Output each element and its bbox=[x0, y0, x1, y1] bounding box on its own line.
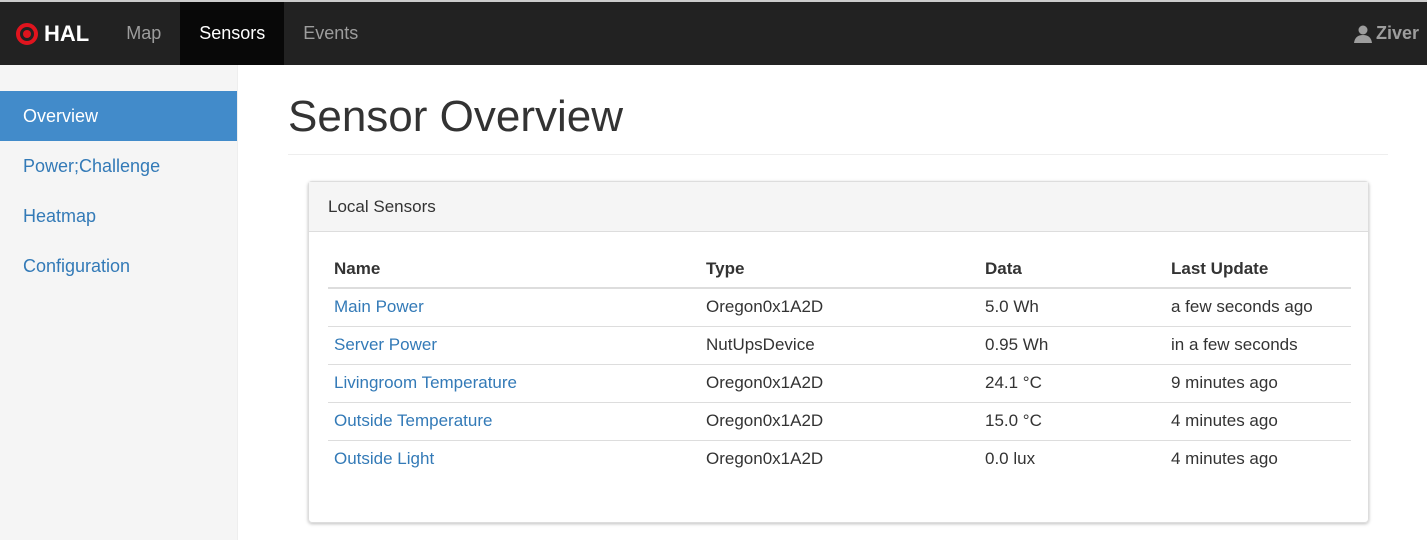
sidebar: Overview Power;Challenge Heatmap Configu… bbox=[0, 65, 238, 540]
sidebar-item-heatmap[interactable]: Heatmap bbox=[23, 205, 97, 226]
table-row: Server Power NutUpsDevice 0.95 Wh in a few … bbox=[328, 325, 1351, 364]
local-sensors-panel: Local Sensors Name Type Data Last Update… bbox=[308, 181, 1369, 523]
navbar: HAL Map Sensors Events Ziver bbox=[0, 2, 1427, 65]
col-name: Name bbox=[328, 250, 700, 289]
sensor-type: NutUpsDevice bbox=[700, 325, 979, 364]
sensor-type: Oregon0x1A2D bbox=[706, 297, 824, 317]
brand-name: HAL bbox=[44, 20, 90, 46]
sensor-type: Oregon0x1A2D bbox=[700, 363, 979, 402]
page-title: Sensor Overview bbox=[288, 92, 1388, 155]
user-name: Ziver bbox=[1375, 23, 1419, 43]
table-header: Name Type Data Last Update bbox=[328, 250, 1351, 289]
sensor-last-update: in a few seconds bbox=[1165, 325, 1351, 364]
table-row: Livingroom Temperature Oregon0x1A2D 24.1 °… bbox=[328, 363, 1351, 402]
sidebar-item-power-challenge[interactable]: Power;Challenge bbox=[23, 155, 161, 176]
col-last-update: Last Update bbox=[1165, 250, 1351, 289]
sensor-last-update: 4 minutes ago bbox=[1165, 439, 1351, 478]
table-row: Outside Light Oregon0x1A2D 0.0 lux 4 minute… bbox=[328, 439, 1351, 478]
sensor-link[interactable]: Outside Temperature bbox=[334, 411, 493, 430]
sensor-type: Oregon0x1A2D bbox=[700, 439, 979, 478]
user-icon bbox=[1353, 25, 1372, 43]
target-logo-icon bbox=[16, 22, 38, 45]
sensor-link[interactable]: Livingroom Temperature bbox=[334, 373, 517, 392]
nav-sensors[interactable]: Sensors bbox=[180, 2, 285, 65]
sensor-data: 5.0 Wh bbox=[985, 297, 1039, 317]
main-content: Sensor Overview Local Sensors Name Type … bbox=[288, 65, 1388, 523]
sensor-data: 0.0 lux bbox=[979, 439, 1165, 478]
col-data: Data bbox=[979, 250, 1165, 289]
sensor-link[interactable]: Server Power bbox=[334, 335, 437, 354]
sensor-last-update: 9 minutes ago bbox=[1165, 363, 1351, 402]
brand-link[interactable]: HAL bbox=[0, 2, 107, 65]
sensor-data: 15.0 °C bbox=[979, 401, 1165, 440]
sidebar-item-overview[interactable]: Overview bbox=[0, 91, 237, 141]
nav-events[interactable]: Events bbox=[303, 23, 359, 43]
sensor-table: Name Type Data Last Update Main Power Ore… bbox=[328, 250, 1351, 478]
user-menu[interactable]: Ziver bbox=[1353, 2, 1419, 65]
table-row: Main Power Oregon0x1A2D 5.0 Wh a few second… bbox=[328, 288, 1351, 326]
panel-title: Local Sensors bbox=[309, 182, 1368, 232]
sensor-last-update: 4 minutes ago bbox=[1165, 401, 1351, 440]
sensor-last-update: a few seconds ago bbox=[1171, 297, 1313, 317]
sensor-data: 24.1 °C bbox=[979, 363, 1165, 402]
table-row: Outside Temperature Oregon0x1A2D 15.0 °C 4 … bbox=[328, 401, 1351, 440]
sensor-link[interactable]: Main Power bbox=[334, 297, 424, 317]
col-type: Type bbox=[700, 250, 979, 289]
nav-map[interactable]: Map bbox=[126, 23, 162, 43]
sensor-type: Oregon0x1A2D bbox=[700, 401, 979, 440]
sidebar-item-configuration[interactable]: Configuration bbox=[23, 255, 131, 276]
sensor-link[interactable]: Outside Light bbox=[334, 449, 435, 469]
sensor-data: 0.95 Wh bbox=[979, 325, 1165, 364]
